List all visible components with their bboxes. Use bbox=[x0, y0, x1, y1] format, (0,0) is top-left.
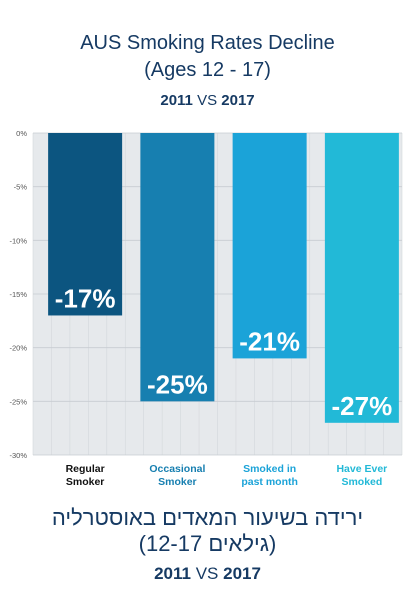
category-label: Regular Smoker bbox=[65, 463, 105, 488]
category-label: Have Ever Smoked bbox=[336, 463, 388, 488]
bar bbox=[232, 133, 307, 359]
year-start: 2011 bbox=[160, 92, 193, 109]
y-tick-label: -15% bbox=[9, 290, 27, 299]
category-label: Smoked in past month bbox=[241, 463, 298, 488]
year-start-bottom: 2011 bbox=[154, 564, 191, 583]
chart-subtitle: (Ages 12 - 17) bbox=[144, 59, 271, 81]
vs-label: VS bbox=[197, 92, 218, 109]
y-tick-label: -5% bbox=[14, 183, 28, 192]
year-end-bottom: 2017 bbox=[223, 564, 261, 583]
y-tick-label: -30% bbox=[9, 451, 27, 460]
hebrew-subtitle: (גילאים 12-17) bbox=[138, 531, 277, 556]
y-tick-label: -20% bbox=[9, 344, 27, 353]
bar-value-label: -17% bbox=[55, 283, 116, 313]
y-tick-label: -10% bbox=[9, 236, 27, 245]
vs-label-bottom: VS bbox=[195, 564, 219, 583]
year-end: 2017 bbox=[221, 92, 255, 109]
year-comparison-top: 2011 VS 2017 bbox=[0, 92, 415, 109]
bar bbox=[140, 133, 215, 402]
bar-value-label: -27% bbox=[332, 391, 393, 421]
bar-value-label: -25% bbox=[147, 369, 208, 399]
bar-value-label: -21% bbox=[239, 326, 300, 356]
category-label: Occasional Smoker bbox=[149, 463, 206, 488]
y-tick-label: 0% bbox=[16, 129, 27, 138]
bar bbox=[324, 133, 399, 423]
y-tick-label: -25% bbox=[9, 397, 27, 406]
year-comparison-bottom: 2011 VS 2017 bbox=[0, 564, 415, 584]
hebrew-title: ירידה בשיעור המאדים באוסטרליה bbox=[51, 505, 364, 530]
bar bbox=[48, 133, 123, 316]
chart-title: AUS Smoking Rates Decline bbox=[80, 32, 335, 54]
